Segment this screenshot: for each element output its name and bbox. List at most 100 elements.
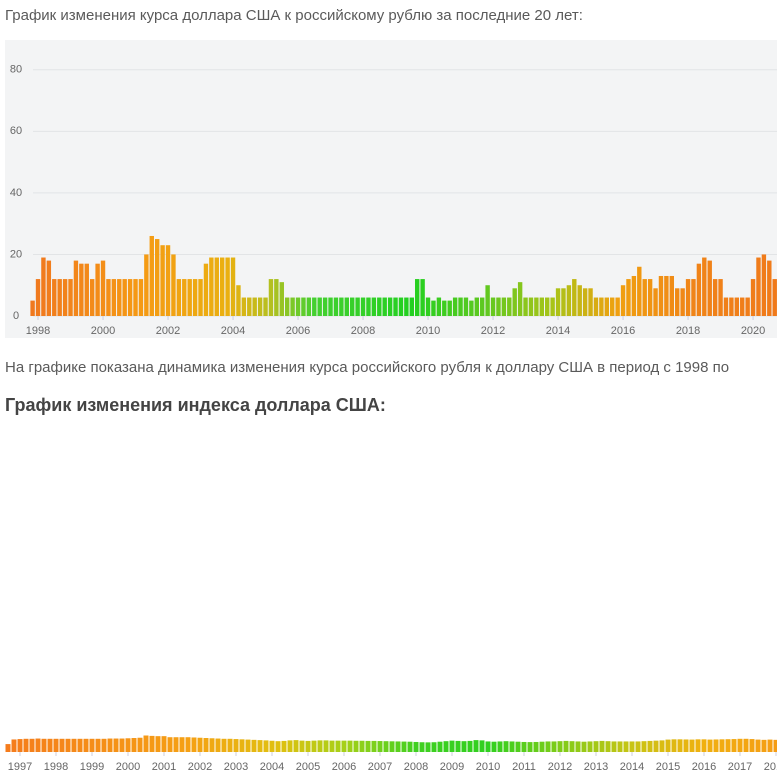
x-tick-label: 2008 <box>351 325 375 337</box>
bar <box>233 739 239 752</box>
bar <box>47 738 53 752</box>
bar <box>398 297 404 316</box>
x-tick-label: 2014 <box>620 761 644 773</box>
bar <box>101 738 107 752</box>
bar <box>442 300 447 316</box>
bar <box>191 737 197 752</box>
bar <box>107 738 113 752</box>
bar <box>675 288 680 316</box>
bar <box>301 297 306 316</box>
bar <box>350 297 355 316</box>
bar <box>144 254 149 316</box>
bar <box>701 739 707 752</box>
x-tick-label: 2010 <box>416 325 440 337</box>
bar <box>117 279 122 316</box>
bar <box>209 738 215 752</box>
bar <box>707 739 713 752</box>
x-tick-label: 2006 <box>332 761 356 773</box>
bar <box>582 288 588 316</box>
bar <box>755 739 761 752</box>
bar <box>165 245 171 316</box>
bar <box>171 254 176 316</box>
bar <box>84 263 89 316</box>
bar <box>479 740 485 752</box>
bar <box>339 297 344 316</box>
bar <box>371 740 377 752</box>
x-tick-label: 1997 <box>8 761 32 773</box>
bar <box>359 740 365 752</box>
bar <box>712 279 718 316</box>
x-tick-label: 2018 <box>676 325 700 337</box>
bar <box>671 739 677 752</box>
bar <box>263 740 269 752</box>
bar <box>176 279 182 316</box>
bar <box>127 279 133 316</box>
bar <box>599 297 604 316</box>
bar <box>572 279 577 316</box>
bar <box>299 740 305 752</box>
bar <box>665 739 671 752</box>
chart-title: График изменения индекса доллара США: <box>5 395 386 415</box>
bar <box>599 740 605 752</box>
bar <box>329 740 335 752</box>
bar <box>593 741 599 752</box>
bar <box>73 260 79 316</box>
bar <box>413 741 419 752</box>
bar <box>443 741 449 752</box>
x-tick-label: 2003 <box>224 761 248 773</box>
x-tick-label: 2006 <box>286 325 310 337</box>
bar <box>533 741 539 752</box>
bar <box>467 740 473 752</box>
bar <box>227 738 233 752</box>
y-tick-label: 40 <box>10 187 22 199</box>
bar <box>269 740 275 752</box>
bar <box>131 738 137 752</box>
bar <box>173 737 179 752</box>
bar <box>485 741 491 752</box>
bar <box>95 738 101 752</box>
bar <box>653 740 659 752</box>
bar <box>333 297 339 316</box>
bar <box>323 740 329 752</box>
bar <box>11 739 17 752</box>
bar <box>29 738 35 752</box>
bar <box>523 297 528 316</box>
bar <box>252 297 257 316</box>
bar <box>377 741 383 752</box>
bar <box>268 279 274 316</box>
bar <box>245 739 251 752</box>
bar <box>480 297 485 316</box>
bar <box>138 279 144 316</box>
x-tick-label: 2002 <box>156 325 180 337</box>
bar <box>581 741 587 752</box>
bar <box>89 738 95 752</box>
bar <box>604 297 610 316</box>
bar <box>225 257 230 316</box>
bar <box>718 279 723 316</box>
bar <box>615 297 620 316</box>
bar <box>534 297 539 316</box>
bar <box>366 297 371 316</box>
bar <box>527 742 533 752</box>
bar <box>353 740 359 752</box>
bar <box>740 297 745 316</box>
bar <box>17 739 23 752</box>
bar <box>182 279 187 316</box>
bar <box>452 297 458 316</box>
bar <box>737 738 743 752</box>
bar <box>365 740 371 752</box>
bar <box>161 736 167 752</box>
x-tick-label: 2005 <box>296 761 320 773</box>
bar <box>290 297 295 316</box>
bar <box>496 297 501 316</box>
x-tick-label: 2000 <box>91 325 115 337</box>
bar <box>691 279 696 316</box>
bar <box>723 297 729 316</box>
bar <box>5 744 11 752</box>
bar <box>241 297 247 316</box>
bar <box>167 737 173 752</box>
bar <box>463 297 469 316</box>
bar <box>230 257 236 316</box>
bar <box>447 300 452 316</box>
bar <box>521 741 527 752</box>
